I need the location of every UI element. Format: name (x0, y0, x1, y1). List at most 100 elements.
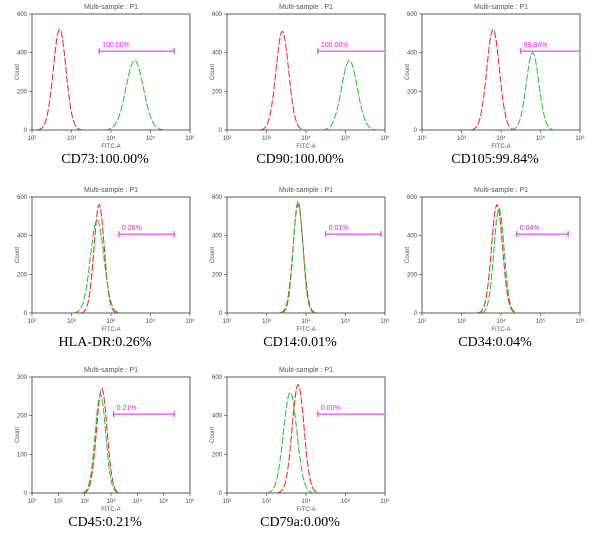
x-axis-label: FITC-A (296, 144, 315, 150)
y-tick-label: 200 (17, 272, 28, 278)
x-axis-label: FITC-A (491, 144, 510, 150)
green-histogram-curve (480, 207, 518, 314)
green-histogram-curve (266, 391, 314, 494)
x-tick-label: 10⁵ (536, 318, 546, 325)
y-tick-label: 600 (212, 195, 223, 201)
histogram-panel-hla-dr: Multi-sample : P1 0 200 400 600 10² 10³ 10⁴ 10⁵ 1… (10, 183, 200, 359)
x-tick-label: 10² (223, 499, 232, 505)
x-tick-label: 10⁶ (575, 135, 585, 142)
x-axis-label: FITC-A (296, 507, 315, 513)
x-tick-label: 10³ (457, 319, 466, 325)
x-tick-label: 10³ (67, 136, 76, 142)
y-tick-label: 200 (407, 89, 418, 95)
x-tick-label: 10² (28, 136, 37, 142)
x-tick-label: 10¹ (54, 499, 63, 505)
red-histogram-curve (470, 28, 516, 131)
y-tick-label: 400 (212, 234, 223, 240)
panel-title: Multi-sample : P1 (279, 187, 333, 194)
gate-percentage-label: 0.00% (321, 405, 341, 412)
y-tick-label: 200 (407, 272, 418, 278)
y-tick-label: 400 (407, 51, 418, 57)
plot-frame (226, 196, 386, 314)
histogram-panel-cd73: Multi-sample : P1 0 200 400 600 10² 10³ 10⁴ 10⁵ 1… (10, 0, 200, 176)
x-tick-label: 10² (80, 499, 89, 505)
x-tick-label: 10⁶ (380, 498, 390, 505)
red-histogram-curve (477, 204, 517, 314)
panel-title: Multi-sample : P1 (474, 4, 528, 11)
panel-title: Multi-sample : P1 (279, 367, 333, 374)
x-axis-label: FITC-A (296, 327, 315, 333)
green-histogram-curve (281, 200, 315, 314)
x-axis-label: FITC-A (101, 507, 120, 513)
red-histogram-curve (280, 203, 317, 314)
x-tick-label: 10⁵ (341, 135, 351, 142)
gate-percentage-label: 0.21% (117, 405, 137, 412)
x-tick-label: 10² (223, 136, 232, 142)
y-tick-label: 400 (17, 234, 28, 240)
x-tick-label: 10⁵ (146, 318, 156, 325)
y-tick-label: 0 (414, 311, 418, 317)
x-tick-label: 10⁰ (27, 498, 37, 505)
x-tick-label: 10⁶ (380, 135, 390, 142)
y-tick-label: 600 (407, 12, 418, 18)
y-axis-label: Count (405, 64, 411, 80)
x-axis-label: FITC-A (491, 327, 510, 333)
plot-frame (31, 196, 191, 314)
y-tick-label: 200 (212, 452, 223, 458)
plot-frame (226, 376, 386, 494)
panel-caption: CD79a:0.00% (260, 515, 340, 530)
y-axis-label: Count (15, 64, 21, 80)
panel-title: Multi-sample : P1 (84, 187, 138, 194)
y-tick-label: 0 (219, 311, 223, 317)
x-tick-label: 10⁶ (185, 135, 195, 142)
histogram-svg: Multi-sample : P1 0 100 200 300 10⁰ 10¹ 10² 10³ 1… (15, 367, 195, 513)
x-tick-label: 10³ (262, 499, 271, 505)
x-tick-label: 10³ (262, 136, 271, 142)
y-tick-label: 600 (212, 12, 223, 18)
x-tick-label: 10² (418, 319, 427, 325)
panel-caption: HLA-DR:0.26% (58, 335, 152, 350)
gate-percentage-label: 99.84% (524, 42, 548, 49)
plot-frame (31, 13, 191, 131)
histogram-svg: Multi-sample : P1 0 200 400 600 10² 10³ 10⁴ 10⁵ 1… (210, 4, 390, 150)
x-tick-label: 10⁶ (575, 318, 585, 325)
y-tick-label: 200 (212, 272, 223, 278)
panel-caption: CD73:100.00% (61, 152, 149, 167)
x-tick-label: 10² (223, 319, 232, 325)
y-tick-label: 200 (212, 89, 223, 95)
x-tick-label: 10⁴ (301, 135, 311, 142)
y-tick-label: 0 (219, 128, 223, 134)
x-tick-label: 10⁴ (301, 498, 311, 505)
y-axis-label: Count (210, 247, 216, 263)
panel-title: Multi-sample : P1 (84, 367, 138, 374)
x-tick-label: 10⁵ (536, 135, 546, 142)
x-tick-label: 10³ (107, 499, 116, 505)
plot-frame (31, 376, 191, 494)
panel-caption: CD90:100.00% (256, 152, 344, 167)
x-tick-label: 10³ (457, 136, 466, 142)
x-tick-label: 10⁶ (380, 318, 390, 325)
y-axis-label: Count (210, 427, 216, 443)
y-tick-label: 200 (17, 414, 28, 420)
red-histogram-curve (277, 384, 319, 494)
x-tick-label: 10⁴ (106, 318, 116, 325)
y-tick-label: 400 (407, 234, 418, 240)
histogram-panel-cd90: Multi-sample : P1 0 200 400 600 10² 10³ 10⁴ 10⁵ 1… (205, 0, 395, 176)
x-tick-label: 10⁴ (133, 498, 143, 505)
y-axis-label: Count (405, 247, 411, 263)
x-tick-label: 10⁴ (496, 318, 506, 325)
panel-caption: CD14:0.01% (263, 335, 337, 350)
x-tick-label: 10⁴ (496, 135, 506, 142)
x-tick-label: 10⁵ (341, 318, 351, 325)
y-tick-label: 0 (24, 128, 28, 134)
gate-percentage-label: 0.01% (329, 225, 349, 232)
histogram-svg: Multi-sample : P1 0 200 400 600 10² 10³ 10⁴ 10⁵ 1… (210, 367, 390, 513)
red-histogram-curve (37, 28, 82, 131)
y-tick-label: 600 (212, 375, 223, 381)
histogram-panel-cd79a: Multi-sample : P1 0 200 400 600 10² 10³ 10⁴ 10⁵ 1… (205, 363, 395, 539)
x-tick-label: 10³ (262, 319, 271, 325)
x-tick-label: 10⁵ (146, 135, 156, 142)
histogram-panel-cd34: Multi-sample : P1 0 200 400 600 10² 10³ 10⁴ 10⁵ 1… (400, 183, 590, 359)
plot-frame (421, 13, 581, 131)
